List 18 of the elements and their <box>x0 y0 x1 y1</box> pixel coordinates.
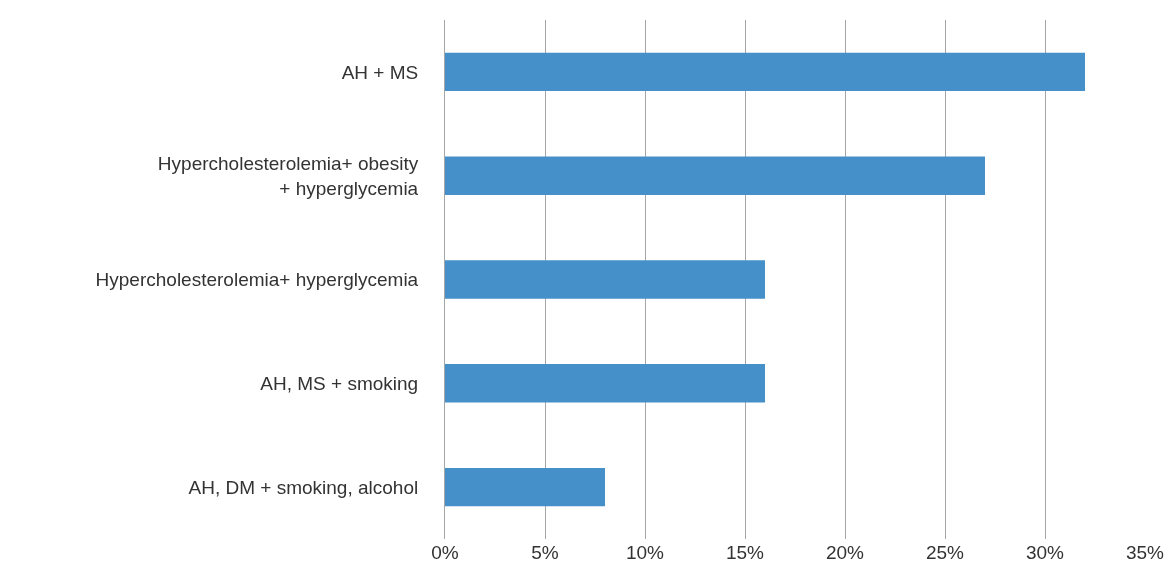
bar <box>445 467 605 507</box>
x-tick-label: 20% <box>825 542 865 563</box>
x-tick-label: 25% <box>925 542 965 563</box>
y-tick-label: Hypercholesterolemia+ hyperglycemia <box>95 269 419 291</box>
x-tick-label: 5% <box>531 542 559 563</box>
y-tick-label: AH + MS <box>341 61 419 83</box>
bar <box>445 156 985 195</box>
x-tick-label: 10% <box>625 542 665 563</box>
bar <box>445 260 765 299</box>
x-tick-label: 15% <box>725 542 765 563</box>
y-tick-label: Hypercholesterolemia+ obesity + hyperglycemia <box>157 153 419 199</box>
x-tick-label: 35% <box>1125 542 1165 563</box>
x-tick-label: 0% <box>431 542 459 563</box>
x-tick-label: 30% <box>1025 542 1065 563</box>
bar <box>445 364 765 403</box>
bar <box>445 52 1085 92</box>
y-tick-label: AH, MS + smoking <box>260 372 419 394</box>
y-tick-label: AH, DM + smoking, alcohol <box>188 476 419 498</box>
